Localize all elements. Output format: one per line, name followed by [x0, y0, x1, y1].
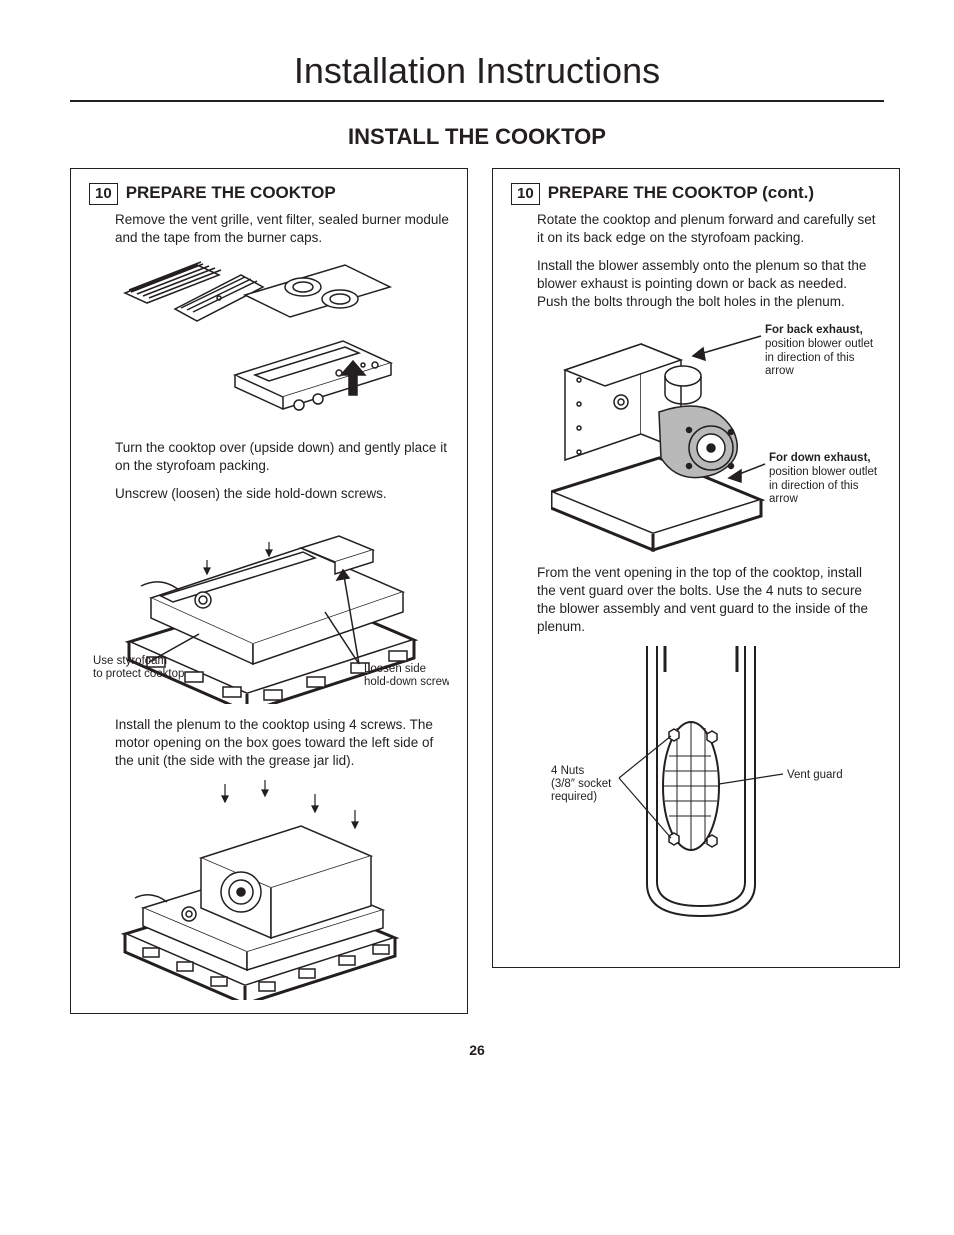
section-header: 10 PREPARE THE COOKTOP — [89, 183, 449, 205]
svg-text:to protect cooktop: to protect cooktop — [93, 668, 184, 680]
page-title: Installation Instructions — [70, 50, 884, 102]
figure-plenum — [115, 780, 449, 1000]
callout-text: For down exhaust, position blower outlet… — [769, 452, 881, 507]
figure-blower: For back exhaust, position blower outlet… — [551, 322, 881, 552]
paragraph: From the vent opening in the top of the … — [537, 564, 881, 637]
svg-text:Vent guard: Vent guard — [787, 769, 843, 781]
paragraph: Unscrew (loosen) the side hold-down scre… — [115, 485, 449, 503]
columns: 10 PREPARE THE COOKTOP Remove the vent g… — [70, 168, 884, 1014]
section-title: PREPARE THE COOKTOP (cont.) — [548, 183, 814, 203]
page-number: 26 — [70, 1042, 884, 1058]
figure-components — [115, 257, 449, 427]
svg-text:(3/8″ socket: (3/8″ socket — [551, 778, 612, 790]
page-subtitle: INSTALL THE COOKTOP — [70, 124, 884, 150]
step-number: 10 — [511, 183, 540, 205]
figure-vent-guard: 4 Nuts (3/8″ socket required) Vent guard — [551, 646, 881, 926]
svg-text:Loosen side: Loosen side — [364, 663, 426, 675]
callout-text: For back exhaust, position blower outlet… — [765, 324, 881, 379]
section-header: 10 PREPARE THE COOKTOP (cont.) — [511, 183, 881, 205]
right-panel: 10 PREPARE THE COOKTOP (cont.) Rotate th… — [492, 168, 900, 968]
svg-text:required): required) — [551, 791, 597, 803]
paragraph: Turn the cooktop over (upside down) and … — [115, 439, 449, 475]
paragraph: Install the blower assembly onto the ple… — [537, 257, 881, 312]
paragraph: Install the plenum to the cooktop using … — [115, 716, 449, 771]
left-panel: 10 PREPARE THE COOKTOP Remove the vent g… — [70, 168, 468, 1014]
step-number: 10 — [89, 183, 118, 205]
section-title: PREPARE THE COOKTOP — [126, 183, 336, 203]
paragraph: Rotate the cooktop and plenum forward an… — [537, 211, 881, 247]
paragraph: Remove the vent grille, vent filter, sea… — [115, 211, 449, 247]
figure-upside-down: Use styrofoam to protect cooktop Loosen … — [89, 514, 449, 704]
callout-text: Use styrofoam — [93, 655, 167, 667]
svg-text:4 Nuts: 4 Nuts — [551, 765, 584, 777]
svg-text:hold-down screws: hold-down screws — [364, 676, 449, 688]
